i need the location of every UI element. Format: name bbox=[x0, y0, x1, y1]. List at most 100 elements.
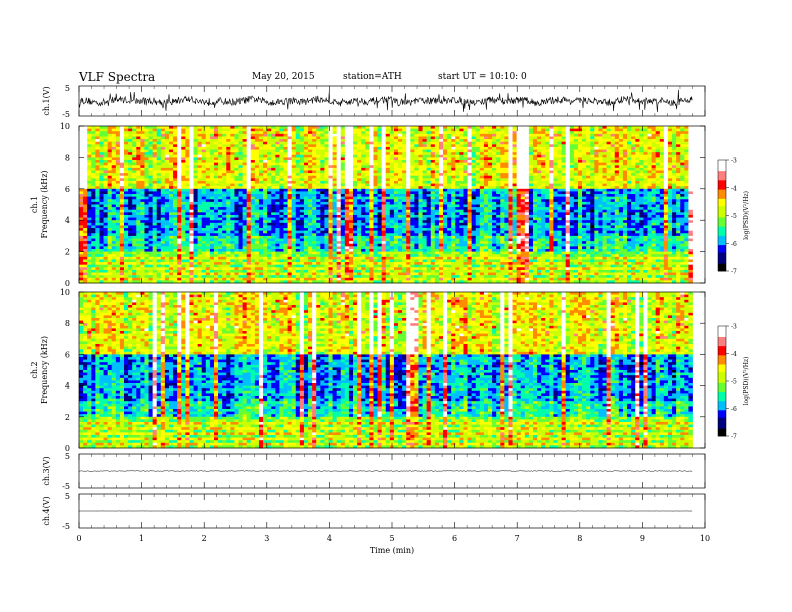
spectrogram-cell bbox=[222, 163, 226, 166]
spectrogram-cell bbox=[562, 163, 566, 166]
spectrogram-cell bbox=[124, 210, 128, 213]
spectrogram-cell bbox=[169, 191, 173, 194]
spectrogram-cell bbox=[668, 165, 672, 168]
spectrogram-cell bbox=[607, 150, 611, 153]
spectrogram-cell bbox=[275, 131, 279, 134]
spectrogram-cell bbox=[672, 194, 676, 197]
spectrogram-cell bbox=[398, 205, 402, 208]
spectrogram-cell bbox=[676, 186, 680, 189]
spectrogram-cell bbox=[373, 186, 377, 189]
spectrogram-cell bbox=[496, 163, 500, 166]
spectrogram-cell bbox=[431, 150, 435, 153]
spectrogram-cell bbox=[357, 186, 361, 189]
spectrogram-cell bbox=[226, 144, 230, 147]
spectrogram-cell bbox=[247, 176, 251, 179]
spectrogram-cell bbox=[455, 142, 459, 145]
spectrogram-cell bbox=[386, 178, 390, 181]
spectrogram-cell bbox=[173, 155, 177, 158]
spectrogram-cell bbox=[672, 147, 676, 150]
spectrogram-cell bbox=[521, 152, 525, 155]
spectrogram-cell bbox=[161, 181, 165, 184]
spectrogram-cell bbox=[288, 184, 292, 187]
spectrogram-cell bbox=[619, 147, 623, 150]
spectrogram-cell bbox=[292, 160, 296, 163]
spectrogram-cell bbox=[83, 191, 87, 194]
spectrogram-cell bbox=[394, 126, 398, 129]
spectrogram-cell bbox=[271, 202, 275, 205]
spectrogram-cell bbox=[558, 199, 562, 202]
spectrogram-cell bbox=[525, 197, 529, 200]
spectrogram-cell bbox=[328, 168, 332, 171]
spectrogram-cell bbox=[611, 186, 615, 189]
spectrogram-cell bbox=[108, 150, 112, 153]
spectrogram-cell bbox=[308, 173, 312, 176]
spectrogram-cell bbox=[320, 139, 324, 142]
spectrogram-cell bbox=[341, 139, 345, 142]
spectrogram-cell bbox=[181, 176, 185, 179]
spectrogram-cell bbox=[157, 144, 161, 147]
spectrogram-cell bbox=[480, 168, 484, 171]
spectrogram-cell bbox=[247, 139, 251, 142]
spectrogram-cell bbox=[566, 205, 570, 208]
spectrogram-cell bbox=[631, 152, 635, 155]
spectrogram-cell bbox=[611, 150, 615, 153]
spectrogram-cell bbox=[635, 131, 639, 134]
spectrogram-cell bbox=[468, 134, 472, 137]
spectrogram-cell bbox=[582, 160, 586, 163]
spectrogram-cell bbox=[423, 168, 427, 171]
spectrogram-cell bbox=[177, 207, 181, 210]
spectrogram-cell bbox=[398, 144, 402, 147]
spectrogram-cell bbox=[488, 136, 492, 139]
spectrogram-cell bbox=[283, 202, 287, 205]
spectrogram-cell bbox=[418, 142, 422, 145]
spectrogram-cell bbox=[390, 186, 394, 189]
spectrogram-cell bbox=[324, 165, 328, 168]
spectrogram-cell bbox=[443, 186, 447, 189]
spectrogram-cell bbox=[394, 186, 398, 189]
spectrogram-cell bbox=[594, 165, 598, 168]
spectrogram-cell bbox=[218, 170, 222, 173]
spectrogram-cell bbox=[128, 155, 132, 158]
spectrogram-cell bbox=[468, 142, 472, 145]
spectrogram-cell bbox=[652, 165, 656, 168]
spectrogram-cell bbox=[234, 205, 238, 208]
spectrogram-cell bbox=[406, 136, 410, 139]
spectrogram-cell bbox=[202, 165, 206, 168]
spectrogram-cell bbox=[525, 147, 529, 150]
spectrogram-cell bbox=[189, 126, 193, 129]
spectrogram-cell bbox=[418, 170, 422, 173]
spectrogram-cell bbox=[324, 191, 328, 194]
spectrogram-cell bbox=[239, 134, 243, 137]
spectrogram-cell bbox=[439, 139, 443, 142]
spectrogram-cell bbox=[451, 126, 455, 129]
spectrogram-cell bbox=[680, 178, 684, 181]
spectrogram-cell bbox=[459, 142, 463, 145]
spectrogram-cell bbox=[333, 194, 337, 197]
spectrogram-cell bbox=[173, 139, 177, 142]
spectrogram-cell bbox=[418, 202, 422, 205]
spectrogram-cell bbox=[443, 139, 447, 142]
spectrogram-cell bbox=[570, 150, 574, 153]
spectrogram-cell bbox=[562, 165, 566, 168]
spectrogram-cell bbox=[312, 176, 316, 179]
spectrogram-cell bbox=[316, 165, 320, 168]
spectrogram-cell bbox=[447, 186, 451, 189]
spectrogram-cell bbox=[549, 165, 553, 168]
spectrogram-cell bbox=[545, 126, 549, 129]
spectrogram-cell bbox=[533, 181, 537, 184]
spectrogram-cell bbox=[643, 165, 647, 168]
spectrogram-cell bbox=[247, 199, 251, 202]
spectrogram-cell bbox=[500, 152, 504, 155]
spectrogram-cell bbox=[684, 160, 688, 163]
spectrogram-cell bbox=[443, 157, 447, 160]
spectrogram-cell bbox=[169, 173, 173, 176]
spectrogram-cell bbox=[582, 150, 586, 153]
spectrogram-cell bbox=[316, 126, 320, 129]
spectrogram-cell bbox=[226, 160, 230, 163]
spectrogram-cell bbox=[406, 150, 410, 153]
spectrogram-cell bbox=[239, 181, 243, 184]
spectrogram-cell bbox=[607, 189, 611, 192]
spectrogram-cell bbox=[627, 152, 631, 155]
spectrogram-cell bbox=[656, 144, 660, 147]
spectrogram-cell bbox=[353, 144, 357, 147]
